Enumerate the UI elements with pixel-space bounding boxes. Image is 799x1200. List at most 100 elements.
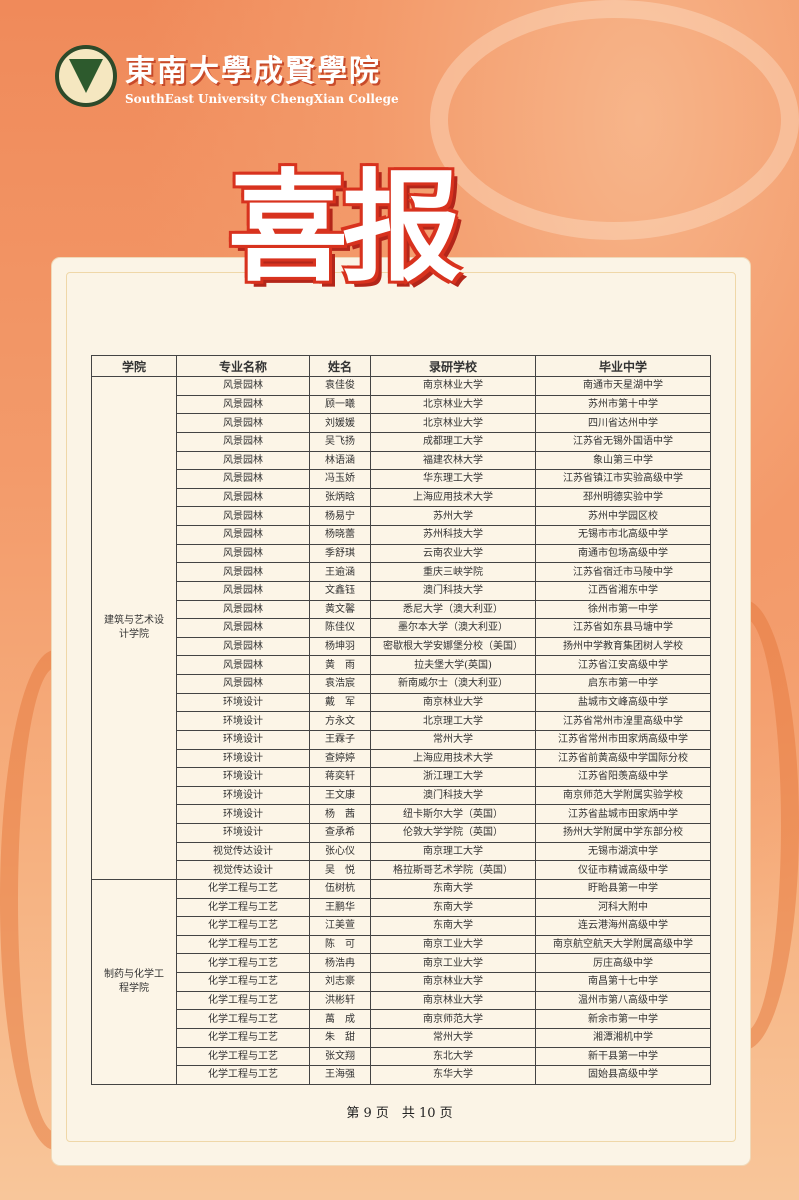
- name-cell: 王霖子: [309, 729, 371, 750]
- major-cell: 化学工程与工艺: [176, 953, 310, 973]
- table-row: 化学工程与工艺 杨浩冉 南京工业大学 厉庄高级中学: [92, 953, 711, 973]
- high-school-cell: 固始县高级中学: [535, 1065, 711, 1085]
- name-cell: 戴 军: [309, 692, 371, 713]
- table-row: 风景园林 王逾涵 重庆三峡学院 江苏省宿迁市马陵中学: [92, 562, 711, 582]
- table-row: 建筑与艺术设计学院 风景园林 袁佳俊 南京林业大学 南通市天星湖中学: [91, 376, 711, 880]
- table-row: 风景园林 季舒琪 云南农业大学 南通市包场高级中学: [92, 543, 711, 564]
- high-school-cell: 四川省达州中学: [535, 413, 711, 433]
- table-row: 风景园林黄 雨拉夫堡大学(英国) 江苏省江安高级中学: [92, 655, 711, 675]
- name-cell: 吴飞扬: [309, 431, 371, 452]
- major-cell: 风景园林: [176, 636, 310, 657]
- name-cell: 张文翔: [309, 1046, 371, 1067]
- major-cell: 化学工程与工艺: [176, 972, 310, 992]
- table-row: 视觉传达设计 张心仪 南京理工大学 无锡市湖滨中学: [92, 841, 711, 862]
- college-name-cn: 東南大學成賢學院: [125, 54, 381, 89]
- major-cell: 风景园林: [176, 580, 310, 601]
- table-row: 化学工程与工艺 王鹏华 东南大学 河科大附中: [92, 897, 711, 918]
- major-cell: 环境设计: [176, 748, 310, 769]
- high-school-cell: 南通市包场高级中学: [535, 543, 711, 564]
- high-school-cell: 无锡市湖滨中学: [535, 841, 711, 862]
- table-row: 化学工程与工艺萬 成南京师范大学 新余市第一中学: [92, 1009, 711, 1029]
- graduate-school-cell: 南京林业大学: [370, 990, 536, 1011]
- table-row: 风景园林 吴飞扬 成都理工大学 江苏省无锡外国语中学: [92, 431, 711, 452]
- major-cell: 化学工程与工艺: [176, 934, 310, 955]
- graduate-school-cell: 北京林业大学: [370, 394, 536, 415]
- name-cell: 张炳晗: [309, 487, 371, 508]
- major-cell: 风景园林: [176, 450, 310, 471]
- table-row: 化学工程与工艺 刘志豪 南京林业大学 南昌第十七中学: [92, 972, 711, 992]
- college-cell: 制药与化学工程学院: [91, 878, 177, 1085]
- name-cell: 林语涵: [309, 450, 371, 471]
- graduate-school-cell: 东南大学: [370, 878, 536, 899]
- column-header: 学院: [91, 355, 177, 377]
- high-school-cell: 江苏省常州市湟里高级中学: [535, 711, 711, 731]
- graduate-school-cell: 华东理工大学: [370, 469, 536, 489]
- major-cell: 环境设计: [176, 767, 310, 787]
- name-cell: 杨浩冉: [309, 953, 371, 973]
- name-cell: 洪彬轩: [309, 990, 371, 1011]
- high-school-cell: 江苏省阳羡高级中学: [535, 767, 711, 787]
- high-school-cell: 新余市第一中学: [535, 1009, 711, 1029]
- table-row: 风景园林 黄文馨 悉尼大学（澳大利亚） 徐州市第一中学: [92, 599, 711, 620]
- name-cell: 黄 雨: [309, 655, 371, 675]
- name-cell: 冯玉娇: [309, 469, 371, 489]
- graduate-school-cell: 福建农林大学: [370, 450, 536, 471]
- graduate-school-cell: 墨尔本大学（澳大利亚）: [370, 618, 536, 638]
- high-school-cell: 南京师范大学附属实验学校: [535, 785, 711, 806]
- poster-title: 喜报: [228, 157, 462, 298]
- graduate-school-cell: 澳门科技大学: [370, 580, 536, 601]
- major-cell: 环境设计: [176, 729, 310, 750]
- table-row: 环境设计 王文康 澳门科技大学 南京师范大学附属实验学校: [92, 785, 711, 806]
- major-cell: 化学工程与工艺: [176, 1009, 310, 1029]
- major-cell: 风景园林: [176, 487, 310, 508]
- column-header: 录研学校: [370, 355, 536, 377]
- major-cell: 风景园林: [176, 376, 310, 396]
- name-cell: 刘媛媛: [309, 413, 371, 433]
- major-cell: 环境设计: [176, 804, 310, 824]
- graduate-school-cell: 南京林业大学: [370, 376, 536, 396]
- column-header: 毕业中学: [535, 355, 711, 377]
- major-cell: 风景园林: [176, 655, 310, 675]
- graduate-school-cell: 东华大学: [370, 1065, 536, 1085]
- college-cell: 建筑与艺术设计学院: [91, 376, 177, 880]
- name-cell: 方永文: [309, 711, 371, 731]
- name-cell: 张心仪: [309, 841, 371, 862]
- major-cell: 风景园林: [176, 394, 310, 415]
- graduate-school-cell: 常州大学: [370, 1027, 536, 1048]
- high-school-cell: 南京航空航天大学附属高级中学: [535, 934, 711, 955]
- major-cell: 化学工程与工艺: [176, 1046, 310, 1067]
- column-header: 姓名: [309, 355, 371, 377]
- high-school-cell: 苏州市第十中学: [535, 394, 711, 415]
- college-logo: 東南大學成賢學院 SouthEast University ChengXian …: [55, 45, 399, 107]
- table-row: 化学工程与工艺陈 可南京工业大学 南京航空航天大学附属高级中学: [92, 934, 711, 955]
- major-cell: 环境设计: [176, 823, 310, 843]
- graduate-school-cell: 南京工业大学: [370, 934, 536, 955]
- high-school-cell: 江苏省镇江市实验高级中学: [535, 469, 711, 489]
- high-school-cell: 江苏省如东县马塘中学: [535, 618, 711, 638]
- high-school-cell: 仪征市精诚高级中学: [535, 860, 711, 880]
- table-row: 环境设计 方永文 北京理工大学 江苏省常州市湟里高级中学: [92, 711, 711, 731]
- page-indicator: 第 9 页 共 10 页: [346, 1106, 453, 1121]
- table-row: 化学工程与工艺 王海强 东华大学 固始县高级中学: [92, 1065, 711, 1085]
- name-cell: 杨晓蕾: [309, 525, 371, 545]
- high-school-cell: 温州市第八高级中学: [535, 990, 711, 1011]
- table-row: 风景园林 张炳晗 上海应用技术大学 邳州明德实验中学: [92, 487, 711, 508]
- major-cell: 环境设计: [176, 711, 310, 731]
- college-name-en: SouthEast University ChengXian College: [125, 92, 399, 106]
- graduate-school-cell: 重庆三峡学院: [370, 562, 536, 582]
- high-school-cell: 无锡市市北高级中学: [535, 525, 711, 545]
- graduate-school-cell: 悉尼大学（澳大利亚）: [370, 599, 536, 620]
- high-school-cell: 连云港海州高级中学: [535, 916, 711, 936]
- graduate-school-cell: 格拉斯哥艺术学院（英国）: [370, 860, 536, 880]
- high-school-cell: 南昌第十七中学: [535, 972, 711, 992]
- graduate-school-cell: 云南农业大学: [370, 543, 536, 564]
- graduate-school-cell: 东南大学: [370, 897, 536, 918]
- major-cell: 风景园林: [176, 469, 310, 489]
- graduate-school-cell: 密歇根大学安娜堡分校（美国）: [370, 636, 536, 657]
- name-cell: 蒋奕轩: [309, 767, 371, 787]
- name-cell: 杨坤羽: [309, 636, 371, 657]
- table-row: 风景园林 袁浩宸 新南威尔士（澳大利亚） 启东市第一中学: [92, 674, 711, 694]
- major-cell: 风景园林: [176, 506, 310, 526]
- name-cell: 王文康: [309, 785, 371, 806]
- graduate-school-cell: 拉夫堡大学(英国): [370, 655, 536, 675]
